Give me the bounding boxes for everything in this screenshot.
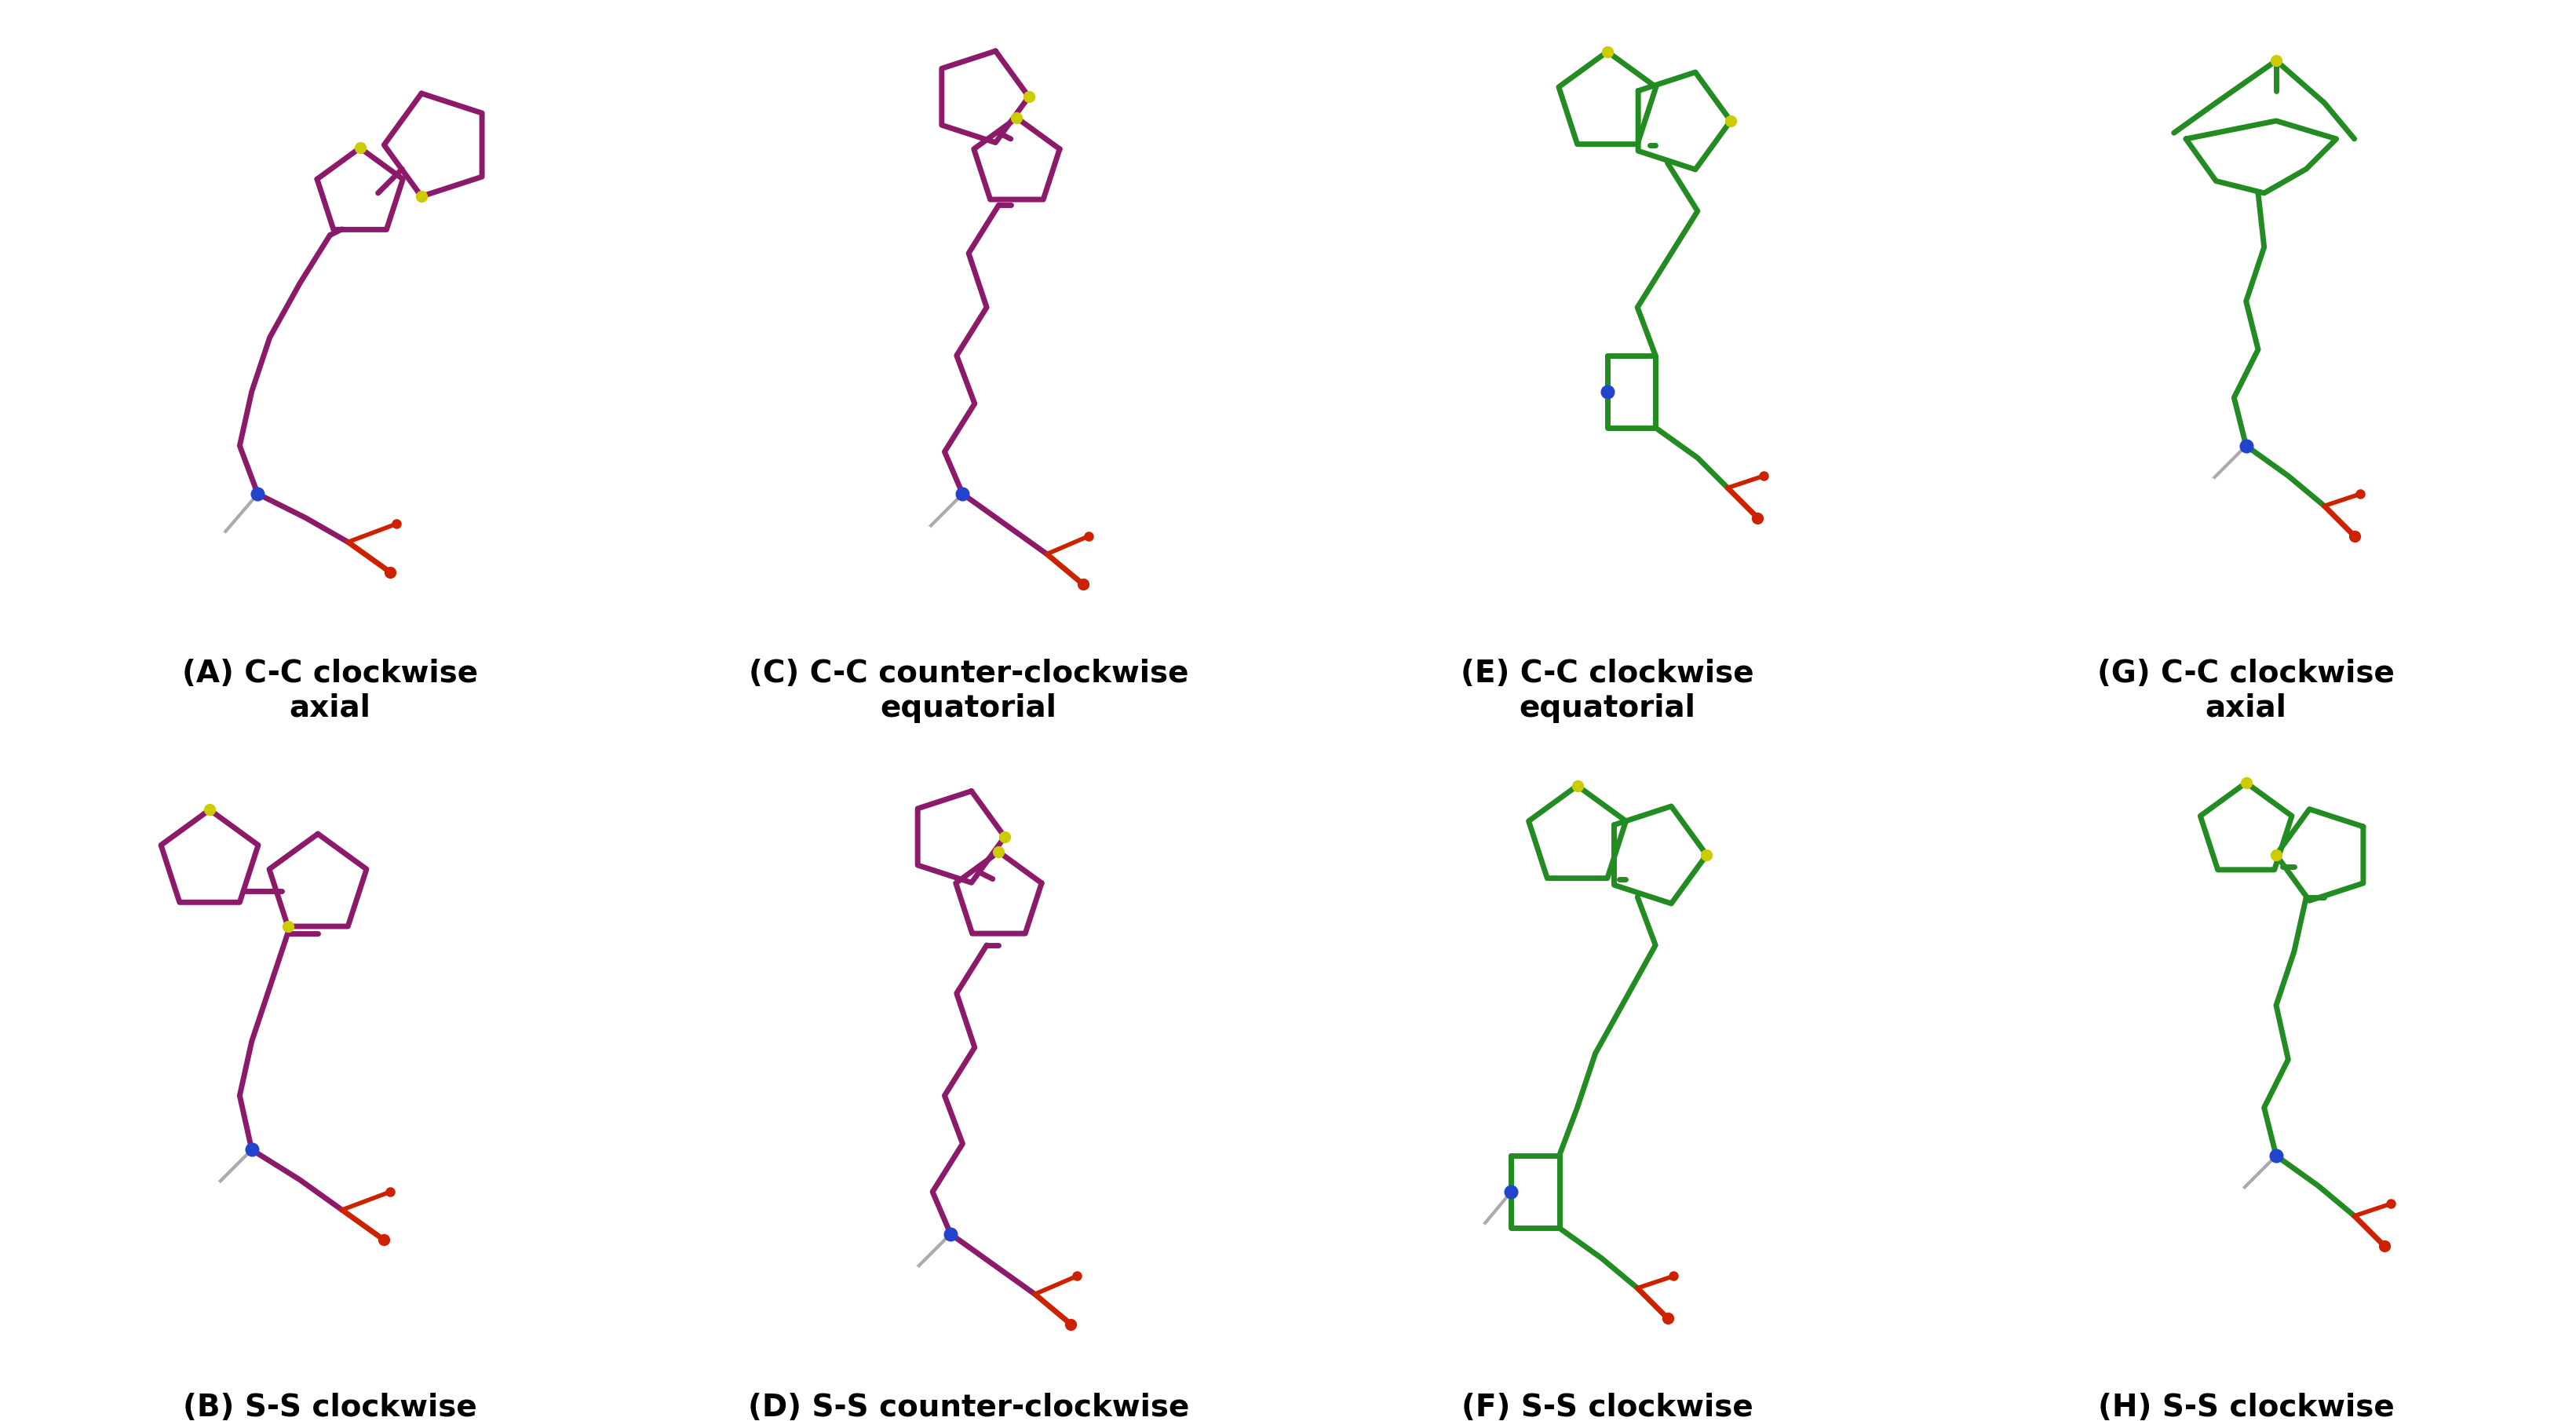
Text: (B) S-S clockwise
axial: (B) S-S clockwise axial [183,1393,477,1421]
Text: (G) C-C clockwise
axial: (G) C-C clockwise axial [2097,658,2396,723]
Text: (C) C-C counter-clockwise
equatorial: (C) C-C counter-clockwise equatorial [750,658,1188,723]
Text: (D) S-S counter-clockwise
equatorial: (D) S-S counter-clockwise equatorial [747,1393,1190,1421]
Text: (F) S-S clockwise
equatorial: (F) S-S clockwise equatorial [1461,1393,1754,1421]
Text: (A) C-C clockwise
axial: (A) C-C clockwise axial [183,658,479,723]
Text: (E) C-C clockwise
equatorial: (E) C-C clockwise equatorial [1461,658,1754,723]
Text: (H) S-S clockwise
axial: (H) S-S clockwise axial [2097,1393,2393,1421]
